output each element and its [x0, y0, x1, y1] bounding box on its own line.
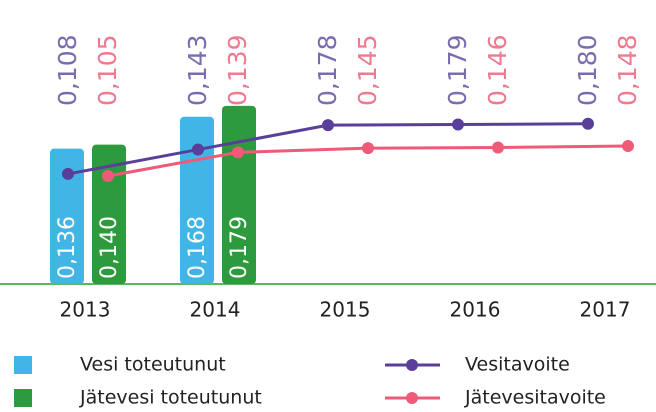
- x-tick-label: 2016: [450, 298, 501, 322]
- legend-label: Vesi toteutunut: [80, 354, 226, 376]
- line-point: [232, 146, 244, 159]
- x-tick-label: 2017: [580, 298, 631, 322]
- legend-label: Jätevesi toteutunut: [79, 387, 262, 409]
- line-value-label: 0,105: [93, 34, 122, 106]
- bar: [222, 105, 256, 284]
- bar: [50, 148, 84, 284]
- legend-label: Jätevesitavoite: [464, 387, 606, 409]
- line-value-label: 0,143: [183, 34, 212, 106]
- line-value-label: 0,146: [483, 34, 512, 106]
- line-value-label: 0,179: [443, 34, 472, 106]
- line-point: [492, 141, 504, 154]
- line-value-label: 0,178: [313, 34, 342, 106]
- line-point: [582, 117, 594, 130]
- line-point: [362, 142, 374, 155]
- bar: [92, 144, 126, 284]
- legend-marker: [406, 392, 418, 404]
- line-point: [192, 143, 204, 156]
- line-point: [102, 170, 114, 183]
- x-tick-label: 2015: [320, 298, 371, 322]
- legend-swatch: [14, 356, 32, 374]
- line-point: [62, 167, 74, 180]
- bar-value-label: 0,179: [227, 216, 252, 279]
- x-tick-label: 2014: [190, 298, 241, 322]
- line-value-label: 0,108: [53, 34, 82, 106]
- bar-value-label: 0,168: [185, 216, 210, 279]
- line-value-label: 0,180: [573, 34, 602, 106]
- x-tick-label: 2013: [60, 298, 111, 322]
- line-value-label: 0,139: [223, 34, 252, 106]
- line-value-label: 0,145: [353, 34, 382, 106]
- bar-value-label: 0,136: [55, 216, 80, 279]
- legend-marker: [406, 359, 418, 371]
- line-point: [452, 118, 464, 131]
- legend-label: Vesitavoite: [465, 354, 570, 376]
- bar-value-label: 0,140: [97, 216, 122, 279]
- line-point: [622, 140, 634, 153]
- line-point: [322, 119, 334, 132]
- line-value-label: 0,148: [613, 34, 642, 106]
- legend-swatch: [14, 389, 32, 407]
